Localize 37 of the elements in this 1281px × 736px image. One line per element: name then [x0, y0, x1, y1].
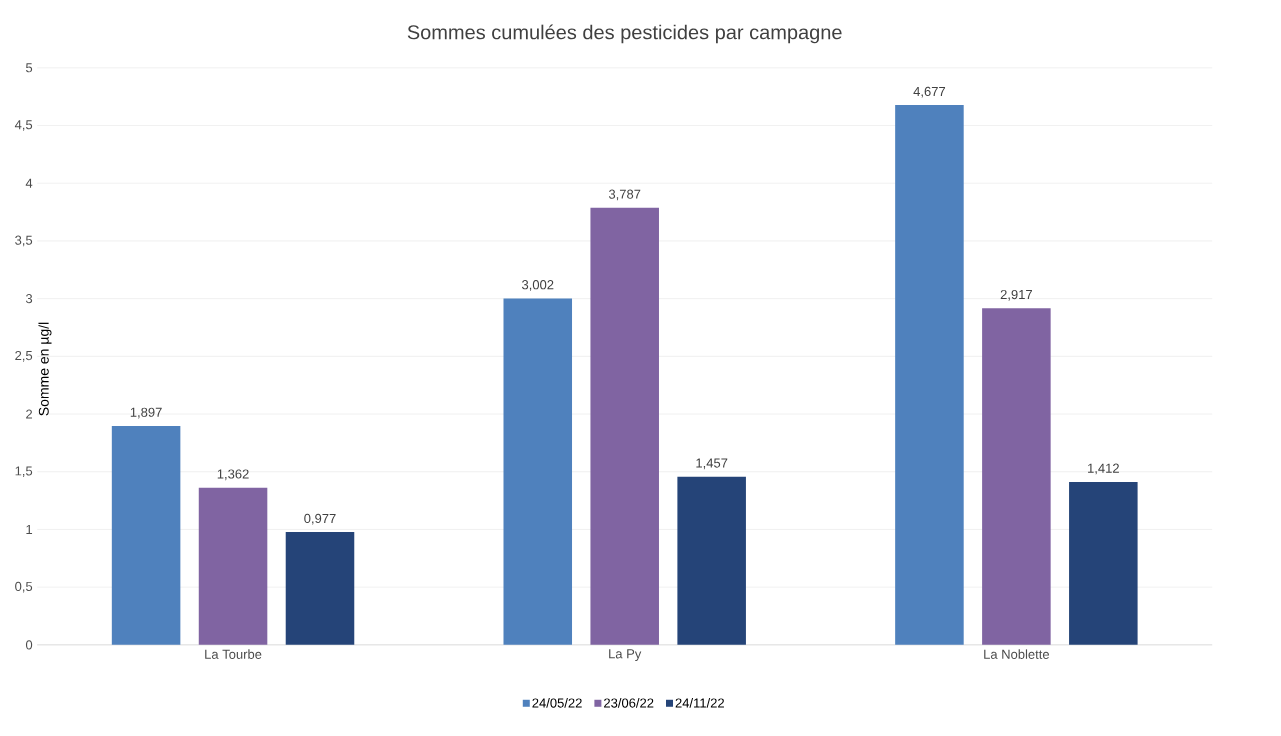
y-tick-label: 1,5 [15, 466, 33, 478]
legend-label: 24/05/22 [532, 698, 582, 708]
data-label: 1,897 [130, 407, 162, 419]
bar [285, 532, 355, 645]
y-axis-title: Somme en µg/l [38, 322, 52, 416]
legend-label: 24/11/22 [675, 698, 724, 708]
bar [503, 298, 573, 645]
y-tick-label: 4 [25, 178, 33, 188]
data-label: 4,677 [913, 86, 946, 98]
x-tick-label: La Tourbe [205, 649, 262, 659]
bar [111, 425, 181, 645]
y-tick-label: 4,5 [14, 120, 33, 131]
y-tick-label: 0 [25, 640, 33, 650]
y-tick-label: 1 [26, 524, 33, 534]
bar [677, 476, 746, 645]
y-tick-label: 3 [25, 294, 33, 304]
x-tick-label: La Py [609, 649, 642, 662]
data-label: 1,362 [217, 469, 249, 481]
x-tick-label: La Noblette [984, 649, 1050, 659]
bar [1069, 481, 1138, 645]
chart-title: Sommes cumulées des pesticides par campagne [407, 24, 842, 44]
data-label: 3,002 [522, 280, 554, 291]
legend-label: 23/06/22 [604, 698, 654, 708]
y-tick-label: 0,5 [15, 581, 33, 593]
data-label: 2,917 [1000, 289, 1032, 301]
data-label: 1,457 [696, 458, 728, 470]
bar [982, 308, 1051, 645]
data-label: 3,787 [608, 189, 641, 201]
y-tick-label: 5 [25, 63, 33, 73]
y-tick-label: 2,5 [15, 350, 33, 362]
y-tick-label: 3,5 [15, 235, 33, 247]
bar [895, 105, 964, 645]
bar [590, 207, 659, 645]
data-label: 0,977 [304, 513, 336, 525]
bar [198, 487, 268, 645]
y-tick-label: 2 [26, 409, 33, 419]
data-label: 1,412 [1088, 463, 1119, 475]
